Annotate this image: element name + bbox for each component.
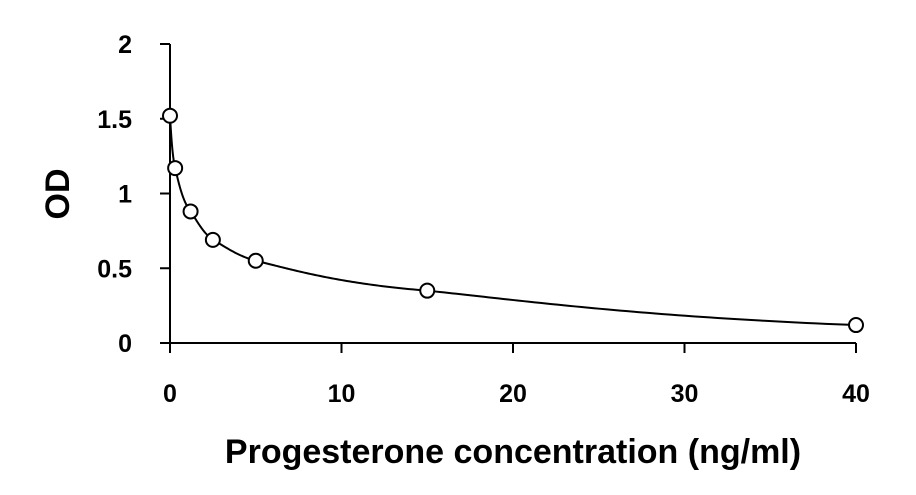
data-points (162, 107, 864, 334)
x-axis-title: Progesterone concentration (ng/ml) (225, 433, 801, 471)
y-tick-label: 0 (118, 330, 132, 358)
y-tick-label: 1.5 (97, 106, 132, 134)
data-point (162, 107, 178, 124)
x-tick-label: 40 (842, 380, 870, 408)
data-point (419, 282, 436, 299)
axes (169, 44, 856, 344)
x-tick-label: 10 (328, 380, 356, 408)
data-point (167, 160, 184, 177)
data-point (182, 203, 199, 220)
y-tick-label: 1 (118, 181, 132, 209)
y-tick-label: 2 (118, 31, 132, 59)
y-tick-label: 0.5 (97, 255, 132, 283)
data-point (204, 231, 221, 248)
fit-curve (169, 115, 857, 327)
x-tick-label: 0 (163, 380, 177, 408)
x-tick-label: 20 (499, 380, 527, 408)
y-ticks: 0 0.5 1 1.5 2 (97, 31, 170, 358)
y-axis-title: OD (39, 169, 77, 220)
data-point (247, 252, 264, 269)
x-ticks: 0 10 20 30 40 (163, 343, 870, 408)
x-tick-label: 30 (671, 380, 699, 408)
data-point (848, 317, 864, 334)
